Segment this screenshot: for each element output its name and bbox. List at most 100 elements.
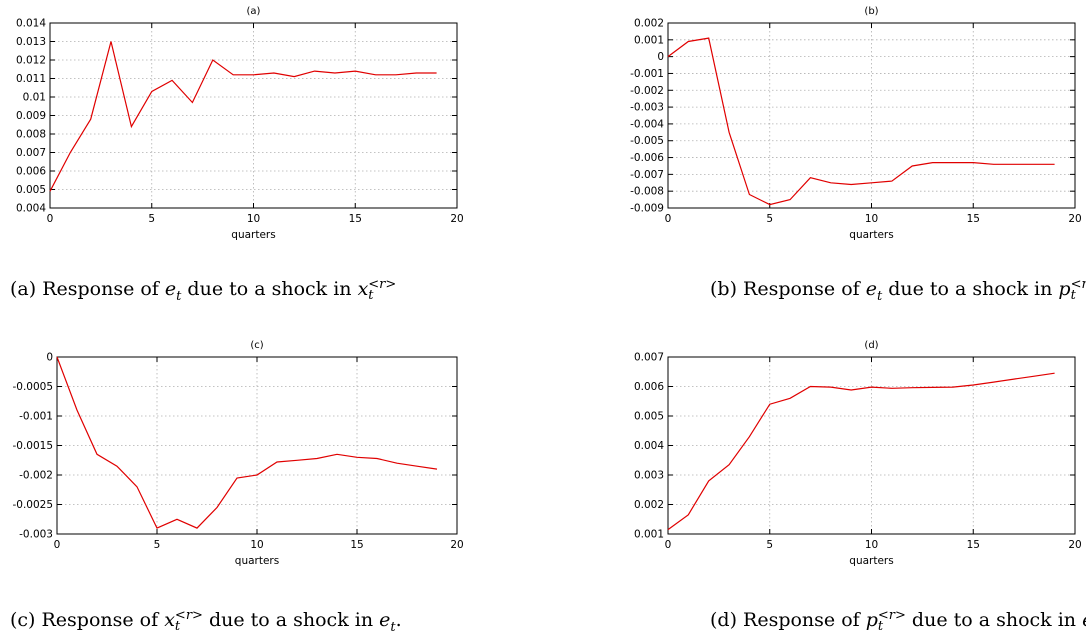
y-tick-label: 0.006	[16, 166, 46, 178]
x-axis-label: quarters	[849, 229, 893, 241]
y-tick-label: 0.002	[634, 18, 664, 30]
caption-scripts: <r>t	[174, 609, 203, 634]
y-tick-label: 0.009	[16, 110, 46, 122]
caption-prefix: (b) Response of	[710, 278, 866, 300]
y-tick-label: 0.007	[634, 352, 664, 364]
x-tick-label: 15	[349, 213, 362, 225]
x-tick-label: 10	[865, 213, 878, 225]
x-tick-label: 20	[450, 213, 463, 225]
caption-middle: due to a shock in	[181, 278, 358, 300]
plot-frame	[667, 356, 1076, 535]
x-tick-label: 20	[1068, 539, 1081, 551]
x-tick-label: 5	[766, 539, 773, 551]
y-tick-label: 0.005	[634, 411, 664, 423]
x-tick-label: 15	[350, 539, 363, 551]
y-tick-label: -0.0005	[12, 381, 53, 393]
chart-title: (d)	[864, 340, 878, 351]
chart-b: (b) 0 5 10 15 20 -0.009 -0.008 -0.007 -0.006 -0.00…	[630, 6, 1082, 241]
caption-subscript: t	[876, 288, 883, 304]
y-tick-label: -0.008	[630, 186, 664, 198]
caption-b: (b) Response of et due to a shock in p<r…	[710, 278, 1086, 304]
caption-subscript: t	[368, 288, 374, 303]
y-tick-label: -0.006	[630, 152, 664, 164]
y-tick-label: -0.007	[630, 169, 664, 181]
caption-scripts: <r>t	[877, 608, 906, 634]
series-line	[49, 41, 437, 192]
chart-panel-d: (d) 0 5 10 15 20 0.001 0.002 0.003 0.004 0.005 0.00…	[600, 335, 1086, 585]
x-tick-label: 0	[665, 539, 672, 551]
y-tick-label: -0.003	[19, 529, 53, 541]
x-tick-label: 5	[766, 213, 773, 225]
caption-superscript: <r>	[877, 608, 906, 623]
y-tick-label: 0.012	[16, 55, 46, 67]
y-tick-label: 0.005	[16, 184, 46, 196]
caption-superscript: <r>	[1070, 277, 1086, 292]
caption-variable: e	[164, 278, 177, 300]
y-tick-label: -0.003	[630, 102, 664, 114]
chart-c: (c) 0 5 10 15 20 -0.003 -0.0025 -0.002 -0.0015 -0.…	[12, 340, 463, 567]
y-tick-label: -0.0015	[12, 440, 53, 452]
x-tick-label: 0	[47, 213, 54, 225]
chart-panel-b: (b) 0 5 10 15 20 -0.009 -0.008 -0.007 -0.006 -0.00…	[600, 0, 1086, 260]
x-tick-label: 10	[247, 213, 260, 225]
caption-subscript: t	[176, 288, 182, 304]
y-tick-label: -0.002	[630, 85, 664, 97]
caption-middle: due to a shock in	[905, 609, 1083, 631]
y-tick-label: -0.001	[19, 411, 53, 423]
plot-frame	[56, 356, 458, 535]
y-tick-label: 0.013	[16, 36, 46, 48]
caption-variable: e	[1082, 609, 1086, 631]
caption-c: (c) Response of x <r> t due to a shock in …	[10, 609, 402, 635]
caption-middle: due to a shock in	[202, 609, 380, 631]
x-axis-label: quarters	[231, 229, 275, 241]
y-tick-label: 0.004	[634, 440, 664, 452]
x-tick-label: 10	[250, 539, 263, 551]
plot-frame	[667, 22, 1076, 209]
x-tick-label: 10	[865, 539, 878, 551]
caption-prefix: (c) Response of	[10, 609, 165, 631]
caption-prefix: (d) Response of	[710, 609, 866, 631]
y-tick-label: -0.001	[630, 68, 664, 80]
x-tick-label: 20	[1068, 213, 1081, 225]
caption-superscript: <r>	[368, 277, 397, 292]
chart-panel-c: (c) 0 5 10 15 20 -0.003 -0.0025 -0.002 -0.0015 -0.…	[0, 335, 470, 585]
caption-a: (a) Response of et due to a shock in x <r…	[10, 278, 396, 304]
caption-scripts: <r>t	[368, 277, 397, 303]
y-tick-label: -0.009	[630, 203, 664, 215]
y-tick-label: 0.011	[16, 73, 46, 85]
x-tick-label: 0	[665, 213, 672, 225]
caption-subscript: t	[174, 619, 181, 634]
y-tick-label: -0.0025	[12, 499, 53, 511]
caption-variable: e	[865, 278, 877, 300]
caption-variable: x	[164, 609, 175, 631]
caption-subscript: t	[877, 619, 884, 634]
y-tick-label: 0.001	[634, 529, 664, 541]
series-line	[667, 37, 1055, 206]
chart-title: (a)	[247, 6, 261, 17]
caption-subscript: t	[390, 619, 396, 635]
y-tick-label: 0	[46, 352, 53, 364]
y-tick-label: 0.01	[23, 92, 46, 104]
x-tick-label: 20	[450, 539, 463, 551]
chart-d: (d) 0 5 10 15 20 0.001 0.002 0.003 0.004 0.005 0.00…	[634, 340, 1082, 567]
chart-a: (a) 0 5 10 15 20 0.004 0.005 0.006 0.007 0.008 0.00…	[16, 6, 464, 241]
caption-variable: e	[379, 609, 391, 631]
caption-middle: due to a shock in	[882, 278, 1059, 300]
y-tick-label: 0.007	[16, 147, 46, 159]
x-tick-label: 15	[967, 539, 980, 551]
y-tick-label: 0.004	[16, 203, 46, 215]
caption-suffix: .	[395, 609, 402, 631]
y-tick-label: 0.006	[634, 381, 664, 393]
caption-scripts: <r>t	[1070, 277, 1086, 303]
x-tick-label: 15	[967, 213, 980, 225]
x-axis-label: quarters	[849, 555, 893, 567]
y-tick-label: 0.001	[634, 34, 664, 46]
chart-panel-a: (a) 0 5 10 15 20 0.004 0.005 0.006 0.007 0.008 0.00…	[0, 0, 470, 260]
caption-variable: x	[357, 278, 369, 300]
x-axis-label: quarters	[235, 555, 279, 567]
x-tick-label: 0	[54, 539, 61, 551]
y-tick-label: 0.008	[16, 129, 46, 141]
y-tick-label: -0.004	[630, 118, 664, 130]
caption-subscript: t	[1070, 288, 1076, 303]
caption-prefix: (a) Response of	[10, 278, 165, 300]
